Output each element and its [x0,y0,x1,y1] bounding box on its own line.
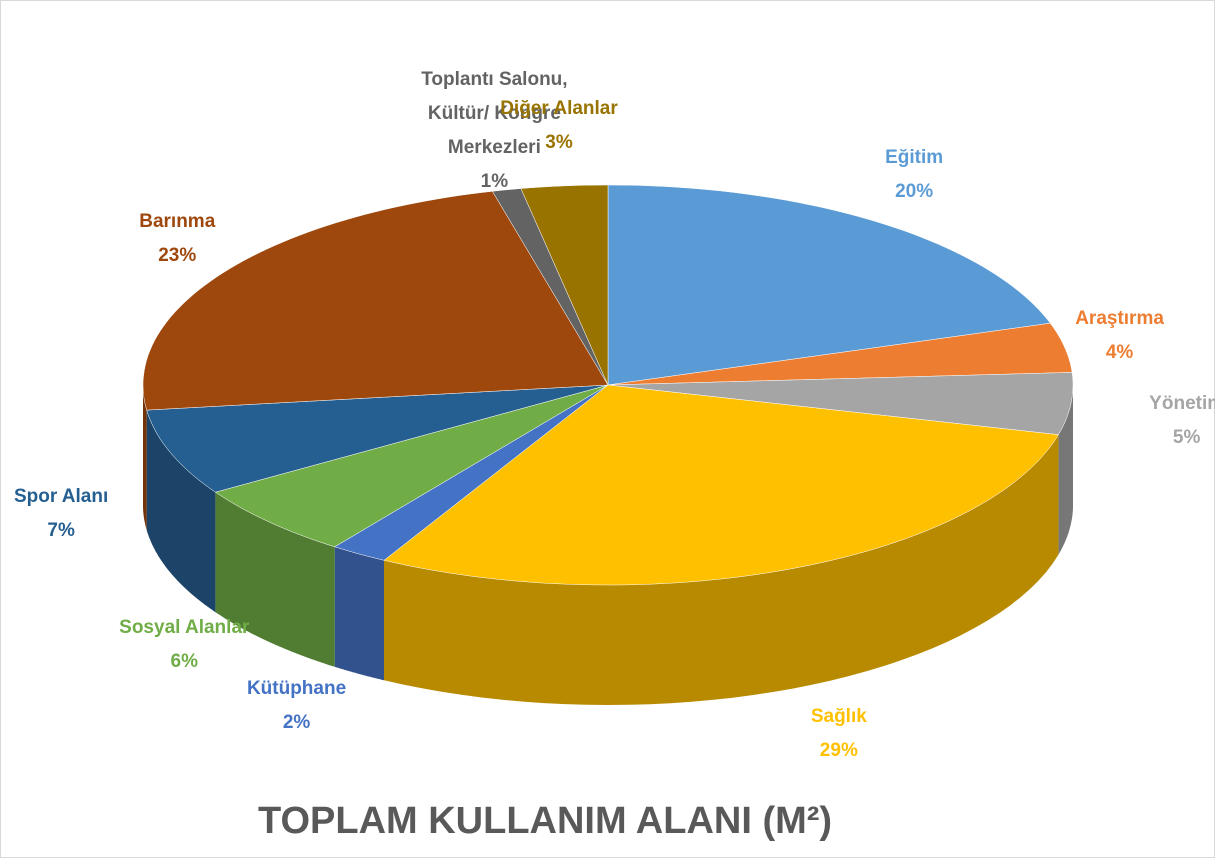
data-label: Barınma 23% [139,205,215,273]
label-name: Yönetim [1149,392,1215,414]
label-name: Kütüphane [246,677,347,699]
label-name: Toplantı Salonu, Kültür/ Kongre Merkezle… [421,69,568,159]
data-label: Toplantı Salonu, Kültür/ Kongre Merkezle… [394,63,594,199]
label-value: 2% [282,711,311,733]
label-value: 3% [545,132,573,154]
label-value: 20% [895,180,934,202]
slice [214,384,609,548]
label-name: Diğer Alanlar [500,98,618,120]
label-value: 5% [1172,426,1201,448]
slice-side [146,410,216,613]
slice-side [143,385,147,531]
data-label: Sağlık 29% [811,700,867,768]
slice [146,384,609,493]
label-name: Sağlık [810,705,867,727]
chart-title: TOPLAM KULLANIM ALANI (M²) [257,800,833,842]
label-value: 29% [819,739,858,761]
label-value: 7% [47,519,75,541]
data-label: Sosyal Alanlar 6% [119,611,249,679]
label-value: 23% [158,244,197,266]
data-label: Araştırma 4% [1075,302,1164,370]
data-label: Diğer Alanlar 3% [500,92,618,160]
slice-side [334,546,384,681]
slice [607,184,1051,386]
slice [334,384,609,561]
slice [607,322,1073,386]
label-name: Barınma [139,210,216,232]
slice-side [384,434,1059,705]
data-label: Eğitim 20% [885,141,943,209]
data-label: Spor Alanı 7% [14,480,108,548]
label-name: Eğitim [885,146,944,168]
slice [520,184,609,386]
label-name: Araştırma [1075,308,1164,330]
slice [142,191,609,411]
data-label: Kütüphane 2% [247,672,346,740]
slice [383,384,1059,586]
label-value: 4% [1105,342,1134,364]
label-name: Sosyal Alanlar [119,617,250,639]
data-label: Yönetim 5% [1149,387,1215,455]
label-name: Spor Alanı [13,485,109,507]
slice [607,372,1074,435]
slice-side [1058,385,1073,555]
label-value: 1% [480,171,509,193]
slice-side [215,492,335,667]
label-value: 6% [170,651,199,673]
